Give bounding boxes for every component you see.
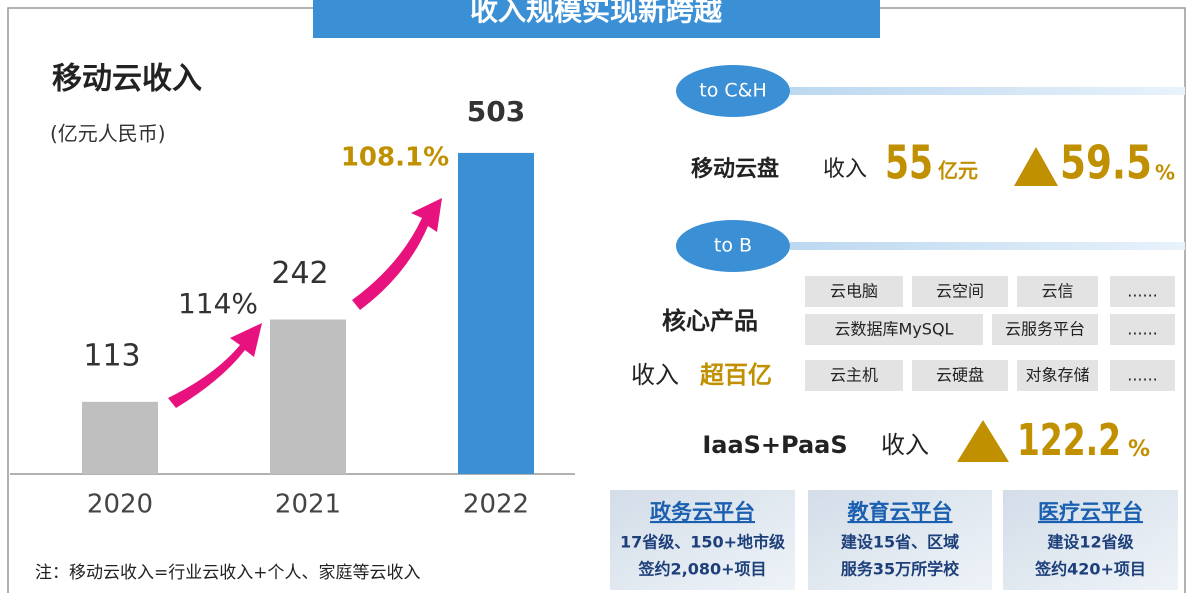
chart-subtitle: (亿元人民币) [50, 122, 166, 146]
divider [790, 242, 1185, 250]
product-name: 移动云盘 [691, 156, 779, 182]
platform-card [808, 490, 992, 590]
unit: 亿元 [938, 159, 978, 183]
up-triangle [1014, 147, 1058, 186]
percent: % [1155, 161, 1175, 185]
label: 收入 [823, 157, 867, 182]
arrows [168, 198, 442, 408]
tag-text: to C&H [699, 80, 766, 102]
arrow [168, 323, 262, 408]
value-label: 242 [271, 256, 328, 291]
product-text: 云数据库MySQL [835, 320, 954, 339]
product-text: 云服务平台 [1005, 320, 1085, 339]
product-cell [805, 360, 903, 391]
label: 收入 [881, 431, 929, 459]
up-triangle [957, 420, 1009, 462]
banner-box [313, 0, 880, 38]
product-cell [1017, 276, 1098, 307]
product-cell [1110, 314, 1175, 345]
product-text: 云信 [1041, 282, 1073, 301]
platform-title: 政务云平台 [650, 500, 755, 524]
platform-title: 教育云平台 [848, 500, 953, 524]
product-cell [805, 276, 903, 307]
frame [7, 7, 1186, 593]
product-text: 对象存储 [1025, 366, 1089, 385]
product-cell [1110, 360, 1175, 391]
bar [82, 401, 158, 474]
product-text: ...... [1127, 366, 1158, 385]
note: 注：移动云收入=行业云收入+个人、家庭等云收入 [35, 563, 421, 583]
growth-label: 114% [178, 287, 258, 320]
platform-line: 签约420+项目 [1034, 560, 1146, 579]
core-amount: 超百亿 [700, 361, 772, 389]
product-text: ...... [1127, 320, 1158, 339]
product-grid: 云电脑 云空间 云信 ...... 云数据库MySQL 云服务平台 ...... 云主机 云硬盘… [805, 276, 1175, 391]
label: 收入 [631, 361, 679, 389]
platform-card [1003, 490, 1178, 590]
product-text: 云空间 [936, 282, 984, 301]
product-text: 云硬盘 [936, 366, 984, 385]
value-label: 503 [467, 95, 525, 128]
bar [458, 152, 534, 474]
product-cell [992, 314, 1098, 345]
platform-line: 建设15省、区域 [841, 533, 959, 552]
product-text: 云电脑 [830, 282, 878, 301]
banner: 收入规模实现新跨越 [470, 0, 723, 27]
x-tick-label: 2022 [463, 490, 529, 520]
x-tick-label: 2021 [275, 490, 341, 520]
value-label: 113 [83, 338, 140, 373]
product-cell [805, 314, 983, 345]
product-cell [1017, 360, 1098, 391]
arrow [352, 198, 442, 310]
tag [676, 220, 790, 272]
product-cell [912, 360, 1008, 391]
product-cell [912, 276, 1008, 307]
platform-line: 签约2,080+项目 [637, 560, 766, 579]
platform-line: 服务35万所学校 [841, 560, 960, 579]
divider [790, 87, 1185, 95]
chart-title: 移动云收入 [52, 62, 202, 97]
iaas-name: IaaS+PaaS [702, 431, 847, 459]
product-text: ...... [1127, 282, 1158, 301]
product-text: 云主机 [830, 366, 878, 385]
growth: 59.5 [1060, 136, 1152, 190]
growth: 122.2 [1017, 415, 1121, 466]
platform-line: 建设12省级 [1047, 533, 1134, 552]
tag-text: to B [714, 235, 752, 257]
percent: % [1128, 437, 1150, 462]
product-cell [1110, 276, 1175, 307]
tag [676, 65, 790, 117]
amount: 55 [885, 136, 933, 190]
platform-card [610, 490, 795, 590]
x-tick-label: 2020 [87, 490, 153, 520]
platform-title: 医疗云平台 [1038, 500, 1143, 524]
bar [270, 319, 346, 474]
growth-label: 108.1% [341, 143, 449, 173]
platform-line: 17省级、150+地市级 [620, 533, 786, 552]
core-name: 核心产品 [662, 307, 758, 335]
